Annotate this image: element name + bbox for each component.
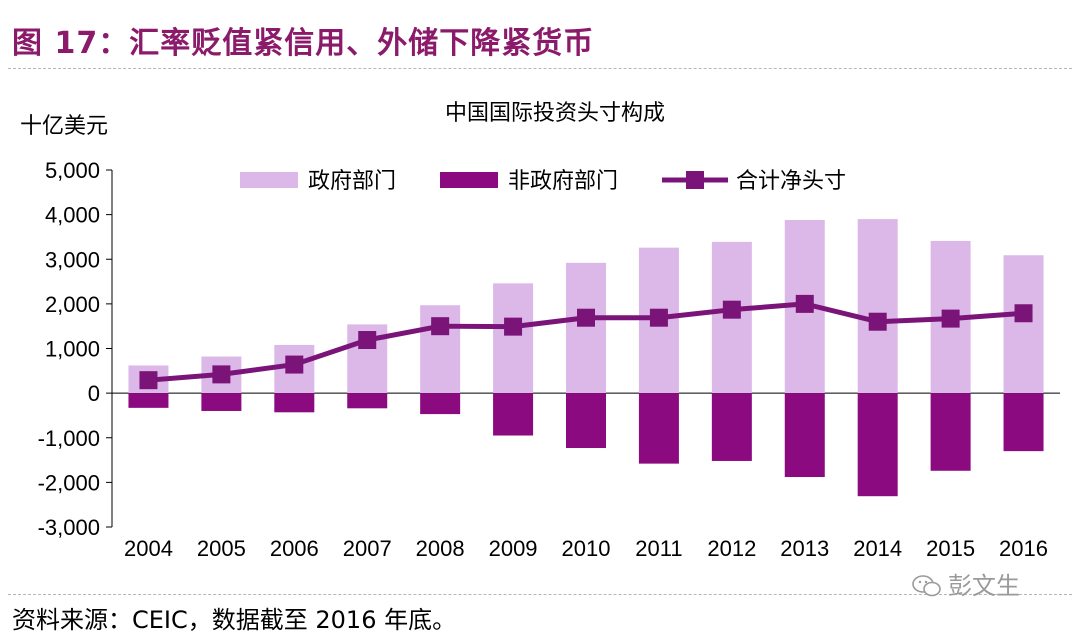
net-position-marker [941, 309, 960, 328]
legend-marker-net [686, 171, 704, 189]
legend-swatch-government [240, 172, 298, 188]
x-tick-label: 2010 [562, 536, 611, 561]
bar-government [1003, 255, 1044, 394]
bar-non-government [930, 393, 971, 471]
bar-non-government [1003, 393, 1044, 452]
y-axis-label: 十亿美元 [20, 113, 108, 138]
net-position-marker [795, 294, 814, 313]
y-tick-label: -2,000 [38, 470, 100, 495]
x-tick-label: 2005 [197, 536, 246, 561]
net-position-marker [577, 308, 595, 327]
wechat-icon [912, 575, 941, 597]
bars-group [128, 219, 1044, 497]
x-tick-label: 2008 [416, 536, 465, 561]
net-position-marker [285, 355, 304, 374]
bar-government [493, 283, 534, 394]
legend-swatch-non-government [440, 172, 498, 188]
net-position-marker [1014, 304, 1033, 323]
net-position-marker [431, 317, 450, 336]
net-position-marker [504, 317, 523, 336]
legend: 政府部门 非政府部门 合计净头寸 [240, 168, 846, 193]
x-axis-labels: 2004 2005 2006 2007 2008 2009 2010 2011 2012 2013… [124, 536, 1048, 561]
net-position-marker [139, 371, 158, 390]
top-divider [8, 68, 1072, 69]
watermark-text: 彭文生 [948, 572, 1020, 600]
y-tick-label: 2,000 [45, 292, 100, 317]
legend-label-non-government: 非政府部门 [508, 168, 618, 193]
bar-government [566, 262, 606, 394]
x-tick-label: 2015 [926, 536, 975, 561]
y-tick-label: -1,000 [38, 426, 100, 451]
source-note: 资料来源：CEIC，数据截至 2016 年底。 [12, 606, 457, 634]
watermark: 彭文生 [912, 566, 1020, 601]
y-tick-label: 3,000 [45, 247, 100, 272]
bar-non-government [274, 393, 315, 413]
bottom-divider [8, 594, 1072, 595]
x-tick-label: 2007 [343, 536, 392, 561]
bar-non-government [201, 393, 242, 411]
x-tick-label: 2006 [270, 536, 319, 561]
x-tick-label: 2014 [853, 536, 902, 561]
net-position-marker [868, 312, 887, 331]
bar-non-government [493, 393, 534, 436]
x-tick-label: 2013 [780, 536, 829, 561]
bar-non-government [638, 393, 679, 464]
net-position-marker [212, 365, 231, 384]
bar-government [857, 219, 898, 394]
net-position-marker [358, 331, 377, 350]
bar-non-government [347, 393, 388, 409]
x-tick-label: 2009 [489, 536, 538, 561]
bar-non-government [784, 393, 825, 478]
y-tick-label: 0 [88, 381, 100, 406]
net-line-group [139, 294, 1033, 390]
legend-label-government: 政府部门 [308, 168, 396, 193]
bar-non-government [128, 393, 169, 408]
x-tick-label: 2012 [707, 536, 756, 561]
y-tick-label: -3,000 [38, 515, 100, 540]
x-tick-label: 2011 [635, 536, 682, 561]
y-axis-group: 5,000 4,000 3,000 2,000 1,000 0 -1,000 -2,000 -3… [38, 158, 1060, 540]
bar-non-government [857, 393, 898, 497]
net-position-marker [722, 300, 741, 319]
x-tick-label: 2016 [999, 536, 1048, 561]
bar-non-government [711, 393, 752, 461]
figure-title: 图 17：汇率贬值紧信用、外储下降紧货币 [12, 26, 595, 61]
y-tick-label: 4,000 [45, 203, 100, 228]
bar-non-government [420, 393, 461, 415]
net-position-marker [649, 308, 668, 327]
x-tick-label: 2004 [124, 536, 173, 561]
legend-label-net: 合计净头寸 [736, 168, 846, 193]
chart-title: 中国国际投资头寸构成 [445, 100, 665, 125]
y-tick-label: 5,000 [45, 158, 100, 183]
bar-non-government [566, 393, 606, 449]
y-tick-label: 1,000 [45, 337, 100, 362]
